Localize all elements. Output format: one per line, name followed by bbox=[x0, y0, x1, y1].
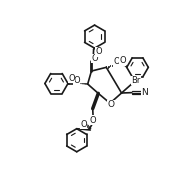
Text: O: O bbox=[119, 56, 126, 65]
Text: O: O bbox=[74, 76, 80, 85]
Text: O: O bbox=[68, 74, 75, 83]
Text: O: O bbox=[91, 54, 98, 63]
Text: O: O bbox=[90, 116, 96, 125]
Text: O: O bbox=[80, 120, 87, 129]
Text: O: O bbox=[108, 100, 114, 109]
Text: O: O bbox=[96, 47, 102, 56]
Text: Br: Br bbox=[131, 76, 140, 85]
Text: O: O bbox=[114, 57, 121, 66]
Text: N: N bbox=[141, 88, 148, 97]
